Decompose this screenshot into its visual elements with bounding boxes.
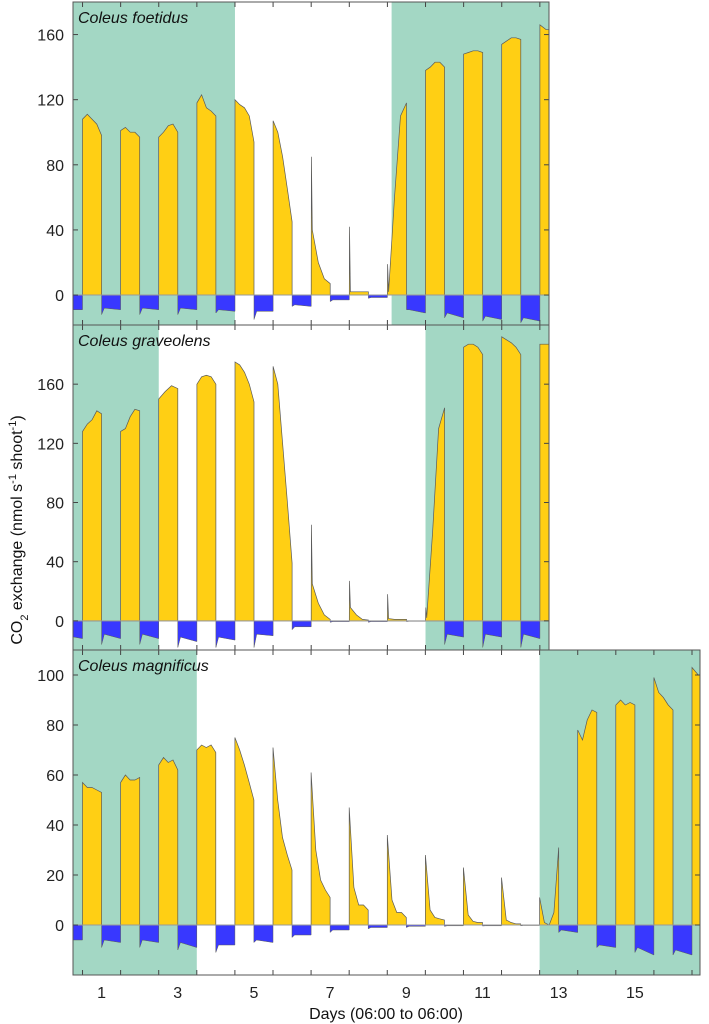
photosynthesis-area-day-1 xyxy=(82,781,102,926)
photosynthesis-area-day-5 xyxy=(234,361,255,622)
y-label-part: ) xyxy=(9,415,26,420)
y-tick-label: 0 xyxy=(55,614,64,631)
y-label-part: shoot xyxy=(9,430,26,474)
photosynthesis-area-day-6 xyxy=(272,120,293,296)
y-tick-label: 160 xyxy=(37,28,64,45)
y-tick-label: 40 xyxy=(46,223,64,240)
x-tick-label: 3 xyxy=(173,985,182,1002)
species-title: Coleus magnificus xyxy=(78,658,209,675)
photosynthesis-area-day-1 xyxy=(82,410,102,622)
species-title: Coleus foetidus xyxy=(78,10,188,27)
plot-area xyxy=(73,2,549,325)
photosynthesis-area-day-3 xyxy=(158,756,179,926)
y-tick-label: 80 xyxy=(46,496,64,513)
x-tick-label: 5 xyxy=(249,985,258,1002)
y-tick-label: 20 xyxy=(46,868,64,885)
species-title: Coleus graveolens xyxy=(78,333,211,350)
x-tick-label: 15 xyxy=(626,985,644,1002)
y-label-superscript: -1 xyxy=(7,474,19,484)
photosynthesis-area-day-4 xyxy=(196,374,217,622)
x-tick-label: 11 xyxy=(474,985,491,1002)
y-tick-label: 0 xyxy=(55,288,64,305)
photosynthesis-area-day-10 xyxy=(425,854,445,926)
y-tick-label: 120 xyxy=(37,436,64,453)
y-tick-label: 80 xyxy=(46,158,64,175)
photosynthesis-area-day-13 xyxy=(539,343,549,622)
plot-area xyxy=(73,325,549,650)
photosynthesis-area-day-2 xyxy=(120,408,141,622)
photosynthesis-area-day-4 xyxy=(196,744,217,926)
photosynthesis-area-day-9 xyxy=(386,834,407,926)
x-tick-label: 1 xyxy=(97,985,106,1002)
photosynthesis-area-day-5 xyxy=(234,737,255,926)
y-label-part: CO xyxy=(9,621,26,645)
photosynthesis-area-day-4 xyxy=(196,93,217,296)
photosynthesis-area-day-10 xyxy=(425,407,445,622)
y-label-subscript: 2 xyxy=(19,615,31,621)
photosynthesis-area-day-13 xyxy=(539,847,560,926)
photosynthesis-area-day-13 xyxy=(539,24,549,296)
y-tick-label: 160 xyxy=(37,377,64,394)
photosynthesis-area-day-7 xyxy=(310,156,331,296)
x-axis-label: Days (06:00 to 06:00) xyxy=(309,1006,463,1023)
photosynthesis-area-day-12 xyxy=(501,37,522,296)
photosynthesis-area-day-7 xyxy=(310,772,331,926)
y-tick-label: 60 xyxy=(46,768,64,785)
photosynthesis-area-day-8 xyxy=(348,226,369,296)
photosynthesis-area-day-10 xyxy=(425,61,445,296)
photosynthesis-area-day-5 xyxy=(234,98,255,296)
photosynthesis-area-day-2 xyxy=(120,126,141,296)
photosynthesis-area-day-6 xyxy=(272,366,293,622)
photosynthesis-area-day-1 xyxy=(82,113,102,296)
panel-frame xyxy=(72,649,701,976)
photosynthesis-area-day-3 xyxy=(158,123,179,296)
photosynthesis-area-day-16 xyxy=(653,677,674,926)
y-tick-label: 40 xyxy=(46,818,64,835)
photosynthesis-area-day-8 xyxy=(348,807,369,926)
y-tick-label: 40 xyxy=(46,555,64,572)
photosynthesis-area-day-2 xyxy=(120,774,141,926)
photosynthesis-area-day-3 xyxy=(158,385,179,622)
y-tick-label: 100 xyxy=(37,668,64,685)
respiration-area-day-6 xyxy=(291,294,312,307)
y-tick-label: 0 xyxy=(55,918,64,935)
photosynthesis-area-day-17 xyxy=(691,666,700,926)
photosynthesis-area-day-9 xyxy=(387,102,407,296)
y-tick-label: 120 xyxy=(37,93,64,110)
panel-1: 0 40 80 120 160 Coleus foetidus xyxy=(37,1,550,326)
photosynthesis-area-day-14 xyxy=(577,709,598,926)
y-axis-label: CO2 exchange (nmol s-1 shoot-1) xyxy=(7,415,31,644)
panel-2: 0 40 80 120 160 Coleus graveolens xyxy=(37,324,550,651)
y-tick-label: 80 xyxy=(46,718,64,735)
photosynthesis-area-day-11 xyxy=(463,50,484,296)
respiration-area-day-5 xyxy=(253,924,274,944)
photosynthesis-area-day-6 xyxy=(272,747,293,926)
y-label-superscript: -1 xyxy=(7,421,19,431)
respiration-area-day-14 xyxy=(596,924,617,949)
photosynthesis-area-day-15 xyxy=(615,699,636,926)
photosynthesis-area-day-11 xyxy=(463,343,484,622)
x-tick-label: 13 xyxy=(550,985,568,1002)
photosynthesis-area-day-12 xyxy=(501,336,522,622)
plot-area xyxy=(73,650,700,975)
y-label-part: exchange (nmol s xyxy=(9,484,26,615)
x-tick-label: 7 xyxy=(326,985,335,1002)
x-tick-label: 9 xyxy=(402,985,411,1002)
shaded-period xyxy=(425,325,549,650)
